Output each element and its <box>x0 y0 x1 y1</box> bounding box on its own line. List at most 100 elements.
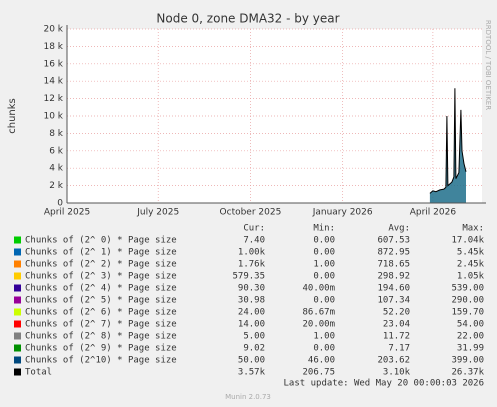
y-tick-label: 8 k <box>49 129 64 139</box>
area <box>429 88 466 203</box>
legend-header: Min: <box>313 224 335 234</box>
legend-value: 0.00 <box>313 296 335 306</box>
legend-header: Max: <box>462 224 484 234</box>
legend-header: Avg: <box>388 224 410 234</box>
legend-swatch <box>14 332 21 340</box>
legend-value: 206.75 <box>302 368 335 378</box>
legend-value: 54.00 <box>457 320 484 330</box>
legend-value: 0.00 <box>313 344 335 354</box>
legend-name: Chunks of (2^ 4) * Page size <box>25 284 177 294</box>
legend-value: 11.72 <box>383 332 410 342</box>
x-tick-label: January 2026 <box>312 208 373 218</box>
legend-value: 23.04 <box>383 320 410 330</box>
legend-value: 7.17 <box>388 344 410 354</box>
legend-value: 20.00m <box>302 320 335 330</box>
x-tick-label: April 2025 <box>44 208 90 218</box>
legend-value: 5.45k <box>457 248 485 258</box>
legend-value: 290.00 <box>451 296 484 306</box>
legend-swatch <box>14 356 21 364</box>
y-tick-label: 12 k <box>43 94 63 104</box>
legend-swatch <box>14 344 21 352</box>
y-tick-label: 6 k <box>49 146 64 156</box>
legend-swatch <box>14 296 21 304</box>
y-axis-label: chunks <box>7 98 18 134</box>
legend-value: 579.35 <box>232 272 265 282</box>
legend-value: 1.00k <box>238 248 266 258</box>
legend-value: 3.57k <box>238 368 266 378</box>
legend-value: 203.62 <box>377 356 410 366</box>
legend-value: 30.98 <box>238 296 265 306</box>
legend-value: 86.67m <box>302 308 335 318</box>
legend-name: Chunks of (2^ 8) * Page size <box>25 332 177 342</box>
legend-value: 1.76k <box>238 260 266 270</box>
legend-value: 17.04k <box>451 236 484 246</box>
legend-name: Chunks of (2^ 2) * Page size <box>25 260 177 270</box>
y-tick-label: 4 k <box>49 164 64 174</box>
legend-name: Chunks of (2^10) * Page size <box>25 356 177 366</box>
legend-value: 24.00 <box>238 308 265 318</box>
legend-value: 1.00 <box>313 260 335 270</box>
legend-value: 52.20 <box>383 308 410 318</box>
legend-value: 40.00m <box>302 284 335 294</box>
legend-value: 194.60 <box>377 284 410 294</box>
legend-value: 7.40 <box>243 236 265 246</box>
y-tick-label: 10 k <box>43 112 63 122</box>
legend-swatch <box>14 272 21 280</box>
legend-value: 539.00 <box>451 284 484 294</box>
legend-swatch <box>14 320 21 328</box>
legend-value: 107.34 <box>377 296 410 306</box>
side-label: RRDTOOL / TOBI OETIKER <box>484 20 492 110</box>
legend-value: 0.00 <box>313 248 335 258</box>
legend-value: 0.00 <box>313 236 335 246</box>
legend-name: Chunks of (2^ 3) * Page size <box>25 272 177 282</box>
line <box>429 88 467 194</box>
footer: Munin 2.0.73 <box>225 393 271 401</box>
legend-swatch <box>14 284 21 292</box>
legend-value: 1.05k <box>457 272 485 282</box>
legend-swatch <box>14 248 21 256</box>
y-tick-label: 2 k <box>49 181 64 191</box>
x-tick-label: July 2025 <box>136 208 179 218</box>
legend-value: 50.00 <box>238 356 265 366</box>
legend-name: Chunks of (2^ 6) * Page size <box>25 308 177 318</box>
legend-value: 26.37k <box>451 368 484 378</box>
y-tick-label: 0 <box>57 199 63 209</box>
legend-name: Chunks of (2^ 5) * Page size <box>25 296 177 306</box>
legend-name: Chunks of (2^ 0) * Page size <box>25 236 177 246</box>
y-tick-label: 16 k <box>43 59 63 69</box>
legend-value: 31.99 <box>457 344 484 354</box>
y-tick-label: 20 k <box>43 25 63 35</box>
legend-value: 607.53 <box>377 236 410 246</box>
legend-value: 46.00 <box>308 356 335 366</box>
legend-name: Total <box>25 368 52 378</box>
legend-swatch <box>14 236 21 244</box>
legend-swatch <box>14 368 21 376</box>
legend-name: Chunks of (2^ 7) * Page size <box>25 320 177 330</box>
legend-value: 90.30 <box>238 284 265 294</box>
legend-value: 14.00 <box>238 320 265 330</box>
legend-value: 399.00 <box>451 356 484 366</box>
legend-value: 1.00 <box>313 332 335 342</box>
chart-title: Node 0, zone DMA32 - by year <box>156 12 339 26</box>
y-tick-label: 18 k <box>43 42 63 52</box>
legend-value: 0.00 <box>313 272 335 282</box>
legend-value: 3.10k <box>383 368 411 378</box>
y-tick-label: 14 k <box>43 77 63 87</box>
legend-value: 159.70 <box>451 308 484 318</box>
legend-value: 5.00 <box>243 332 265 342</box>
x-tick-label: October 2025 <box>220 208 282 218</box>
legend-value: 298.92 <box>377 272 410 282</box>
legend-value: 718.65 <box>377 260 410 270</box>
legend-value: 2.45k <box>457 260 485 270</box>
legend-swatch <box>14 308 21 316</box>
legend-value: 9.02 <box>243 344 265 354</box>
legend-name: Chunks of (2^ 9) * Page size <box>25 344 177 354</box>
legend-value: 872.95 <box>377 248 410 258</box>
last-update: Last update: Wed May 20 00:00:03 2026 <box>284 379 484 389</box>
legend-swatch <box>14 260 21 268</box>
legend-name: Chunks of (2^ 1) * Page size <box>25 248 177 258</box>
legend-value: 22.00 <box>457 332 484 342</box>
x-tick-label: April 2026 <box>410 208 457 218</box>
legend-header: Cur: <box>243 224 265 234</box>
